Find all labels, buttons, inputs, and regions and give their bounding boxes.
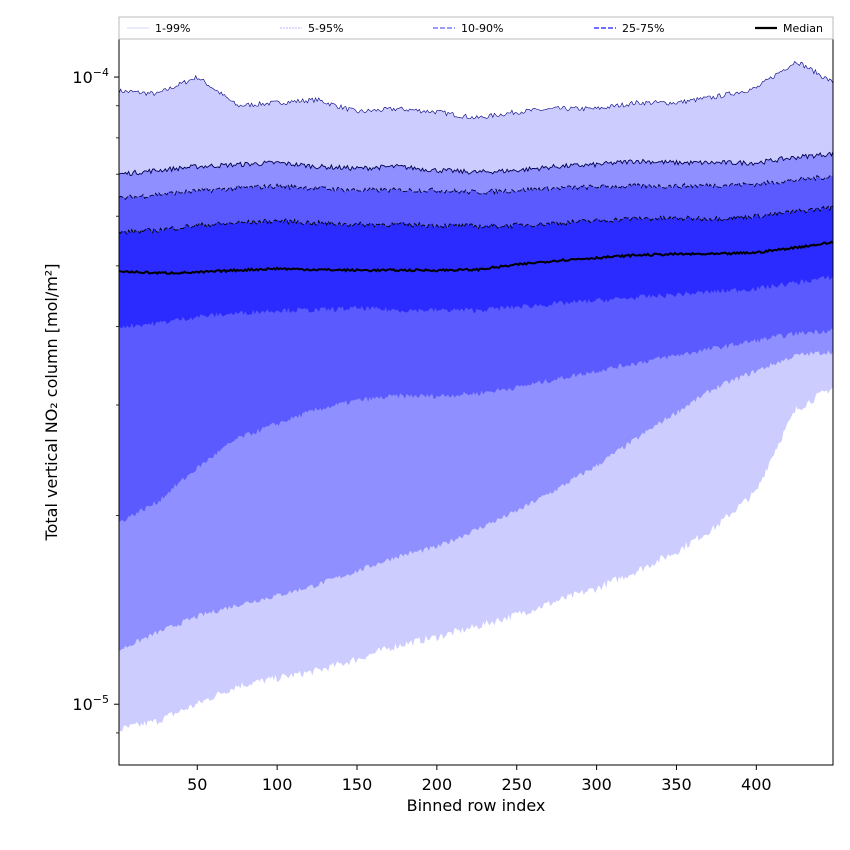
x-axis-label: Binned row index (407, 796, 546, 815)
legend: 1-99% 5-95% 10-90% 25-75% Median (118, 16, 834, 40)
band-upper-line-25-75% (119, 204, 833, 235)
bands-layer (119, 61, 833, 732)
band-upper-line-10-90% (119, 174, 833, 201)
band-upper-line-5-95% (119, 151, 833, 177)
x-tick-label: 300 (581, 775, 612, 794)
y-tick-label: 10−5 (72, 693, 109, 714)
lines-layer (119, 61, 833, 276)
x-tick-label: 250 (501, 775, 532, 794)
x-axis: 50 100 150 200 250 300 350 400 (187, 765, 772, 794)
legend-label-10-90%: 10-90% (461, 22, 503, 35)
x-tick-label: 50 (187, 775, 207, 794)
legend-box (118, 16, 834, 40)
legend-label-1-99%: 1-99% (155, 22, 190, 35)
legend-label-5-95%: 5-95% (308, 22, 343, 35)
y-axis-label: Total vertical NO₂ column [mol/m²] (42, 264, 61, 542)
y-tick-label: 10−4 (72, 66, 109, 87)
x-tick-label: 200 (422, 775, 453, 794)
x-tick-label: 150 (342, 775, 373, 794)
y-axis: 10−4 10−5 (72, 66, 119, 734)
legend-label-Median: Median (783, 22, 823, 35)
x-tick-label: 100 (262, 775, 293, 794)
band-upper-line-1-99% (119, 61, 833, 120)
band-25-75% (119, 205, 833, 329)
x-tick-label: 400 (741, 775, 772, 794)
x-tick-label: 350 (661, 775, 692, 794)
legend-label-25-75%: 25-75% (622, 22, 664, 35)
median-line (119, 240, 833, 276)
